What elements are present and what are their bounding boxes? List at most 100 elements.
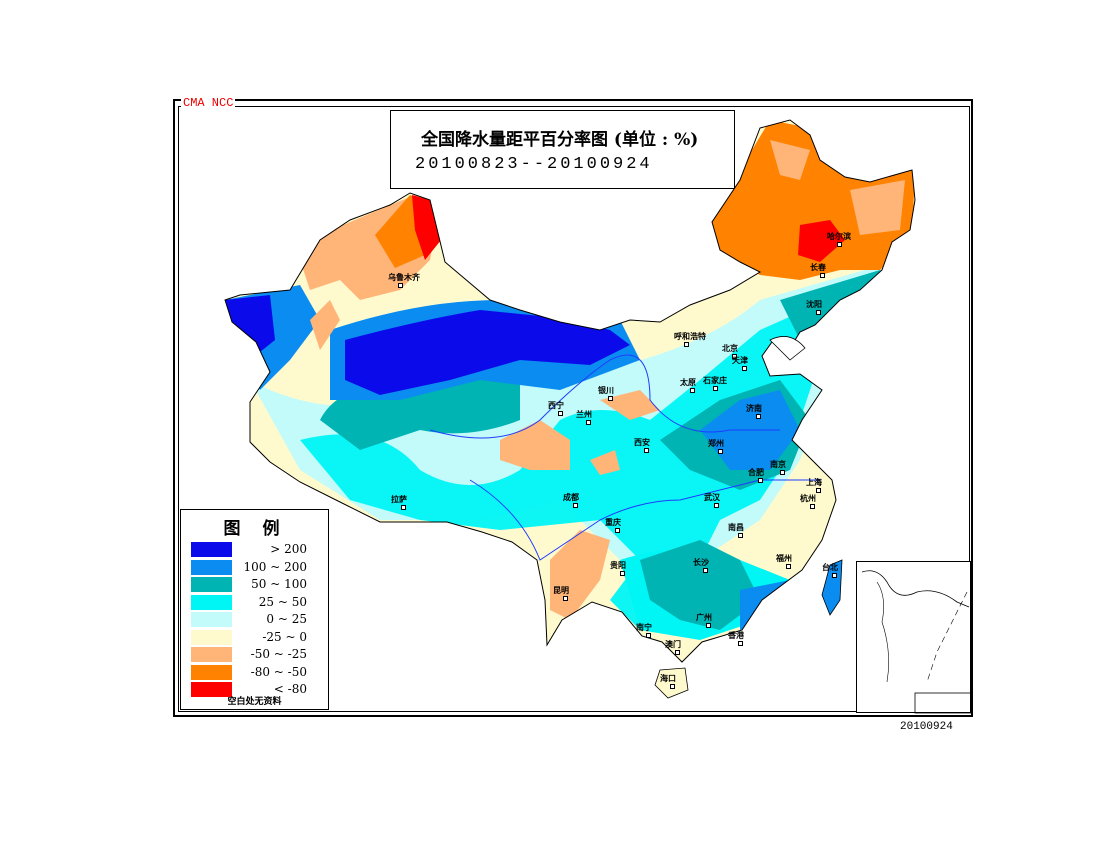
legend-label: < -80	[273, 682, 307, 696]
city-marker	[646, 633, 651, 638]
legend-item: 25 ~ 50	[191, 594, 321, 610]
title-box: 全国降水量距平百分率图 (单位 : %) 20100823--20100924	[390, 110, 735, 189]
region-lt80-ne	[798, 220, 845, 262]
map-title: 全国降水量距平百分率图 (单位 : %)	[421, 130, 699, 150]
city-marker	[670, 684, 675, 689]
city-label: 石家庄	[703, 376, 727, 385]
city-label: 太原	[680, 378, 696, 387]
city-marker	[675, 650, 680, 655]
taiwan-island	[821, 559, 843, 616]
city-label: 拉萨	[391, 495, 407, 504]
inset-map	[861, 570, 972, 714]
city-marker	[837, 242, 842, 247]
city-label: 武汉	[704, 493, 720, 502]
city-label: 乌鲁木齐	[388, 273, 420, 282]
legend-label: 50 ~ 100	[251, 577, 307, 591]
city-label: 香港	[728, 631, 744, 640]
legend-note: 空白处无资料	[227, 697, 282, 707]
footer-date: 20100924	[900, 721, 953, 733]
city-marker	[714, 503, 719, 508]
city-label: 银川	[598, 386, 614, 395]
org-label: CMA NCC	[181, 96, 236, 110]
city-marker	[703, 568, 708, 573]
city-label: 台北	[822, 563, 838, 572]
legend-item: 0 ~ 25	[191, 612, 321, 627]
legend-swatch	[191, 647, 232, 662]
city-label: 西宁	[548, 401, 564, 410]
yangtze-river	[469, 479, 820, 561]
city-label: 南京	[770, 460, 786, 469]
region-25-50	[300, 280, 900, 630]
city-label: 郑州	[708, 439, 724, 448]
city-marker	[713, 386, 718, 391]
city-marker	[780, 470, 785, 475]
city-marker	[718, 449, 723, 454]
city-marker	[816, 310, 821, 315]
legend-swatch	[191, 682, 232, 697]
city-marker	[690, 388, 695, 393]
city-marker	[756, 414, 761, 419]
legend-swatch	[191, 559, 232, 575]
city-label: 呼和浩特	[674, 332, 706, 341]
city-label: 济南	[746, 404, 762, 413]
legend-swatch	[191, 594, 232, 610]
city-label: 杭州	[800, 494, 816, 503]
legend-label: 25 ~ 50	[258, 594, 307, 609]
city-label: 海口	[660, 674, 676, 683]
city-marker	[608, 396, 613, 401]
south-china-sea-inset	[856, 561, 972, 714]
legend-label: > 200	[270, 542, 307, 556]
region-neg50-25-west	[310, 300, 340, 350]
legend-title: 图例	[223, 519, 302, 539]
city-label: 合肥	[748, 468, 764, 477]
legend-label: 0 ~ 25	[266, 612, 307, 626]
city-marker	[820, 273, 825, 278]
region-neg50-25-ne1	[770, 140, 810, 180]
region-neg50-25-shaanxi	[600, 390, 660, 420]
city-marker	[706, 623, 711, 628]
city-marker	[786, 564, 791, 569]
city-label: 北京	[722, 344, 738, 353]
region-50-100-south	[640, 540, 760, 630]
region-neg50-25-sichuan	[590, 450, 620, 475]
region-gt200-central	[345, 310, 630, 395]
city-marker	[832, 573, 837, 578]
city-label: 兰州	[576, 410, 592, 419]
city-label: 上海	[806, 478, 822, 487]
region-lt80-nw	[412, 195, 445, 260]
city-marker	[401, 505, 406, 510]
region-neg50-25-ne2	[850, 180, 905, 235]
city-marker	[758, 478, 763, 483]
city-label: 南宁	[636, 623, 652, 632]
city-label: 昆明	[553, 586, 569, 595]
city-label: 长沙	[693, 558, 709, 567]
legend-label: -50 ~ -25	[250, 647, 307, 661]
legend-item: -80 ~ -50	[191, 664, 321, 680]
city-marker	[563, 596, 568, 601]
city-label: 哈尔滨	[827, 232, 851, 241]
city-marker	[738, 641, 743, 646]
city-marker	[586, 420, 591, 425]
legend-label: -80 ~ -50	[250, 664, 307, 679]
city-label: 西安	[634, 438, 650, 447]
city-label: 天津	[732, 356, 748, 365]
city-label: 沈阳	[806, 300, 822, 309]
legend-item: > 200	[191, 542, 321, 557]
legend-swatch	[191, 629, 232, 645]
city-marker	[644, 448, 649, 453]
legend-swatch	[191, 577, 232, 592]
city-marker	[684, 342, 689, 347]
legend-swatch	[191, 664, 232, 680]
city-label: 南昌	[728, 523, 744, 532]
city-marker	[398, 283, 403, 288]
legend-item: 100 ~ 200	[191, 559, 321, 575]
city-label: 澳门	[665, 640, 681, 649]
legend-swatch	[191, 542, 232, 557]
legend-item: -50 ~ -25	[191, 647, 321, 662]
city-marker	[738, 533, 743, 538]
map-frame	[173, 99, 973, 717]
bohai-sea	[769, 336, 806, 361]
region-gt200-west	[225, 295, 275, 360]
legend-label: 100 ~ 200	[243, 559, 308, 574]
